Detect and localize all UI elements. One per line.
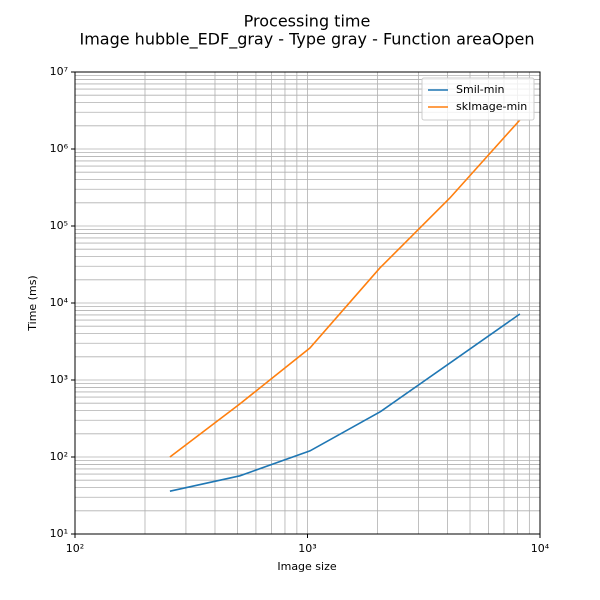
legend-box (421, 77, 535, 121)
data-line (169, 119, 521, 458)
chart-subtitle: Image hubble_EDF_gray - Type gray - Func… (79, 30, 534, 50)
x-tick-label: 10⁴ (531, 542, 550, 555)
plot-frame (74, 71, 541, 535)
legend-label: Smil-min (456, 83, 505, 96)
y-axis-label: Time (ms) (26, 275, 39, 331)
y-tick-label: 10³ (50, 373, 68, 386)
y-tick-label: 10² (50, 450, 68, 463)
x-tick-label: 10³ (298, 542, 316, 555)
x-tick-label: 10² (66, 542, 84, 555)
chart-title: Processing time (244, 12, 371, 31)
y-tick-label: 10¹ (50, 527, 68, 540)
x-axis-label: Image size (277, 560, 337, 573)
data-line (169, 313, 521, 492)
y-tick-label: 10⁷ (50, 65, 68, 78)
legend-label: skImage-min (456, 100, 527, 113)
y-tick-label: 10⁶ (50, 142, 69, 155)
y-tick-label: 10⁴ (50, 296, 69, 309)
y-tick-label: 10⁵ (50, 219, 68, 232)
